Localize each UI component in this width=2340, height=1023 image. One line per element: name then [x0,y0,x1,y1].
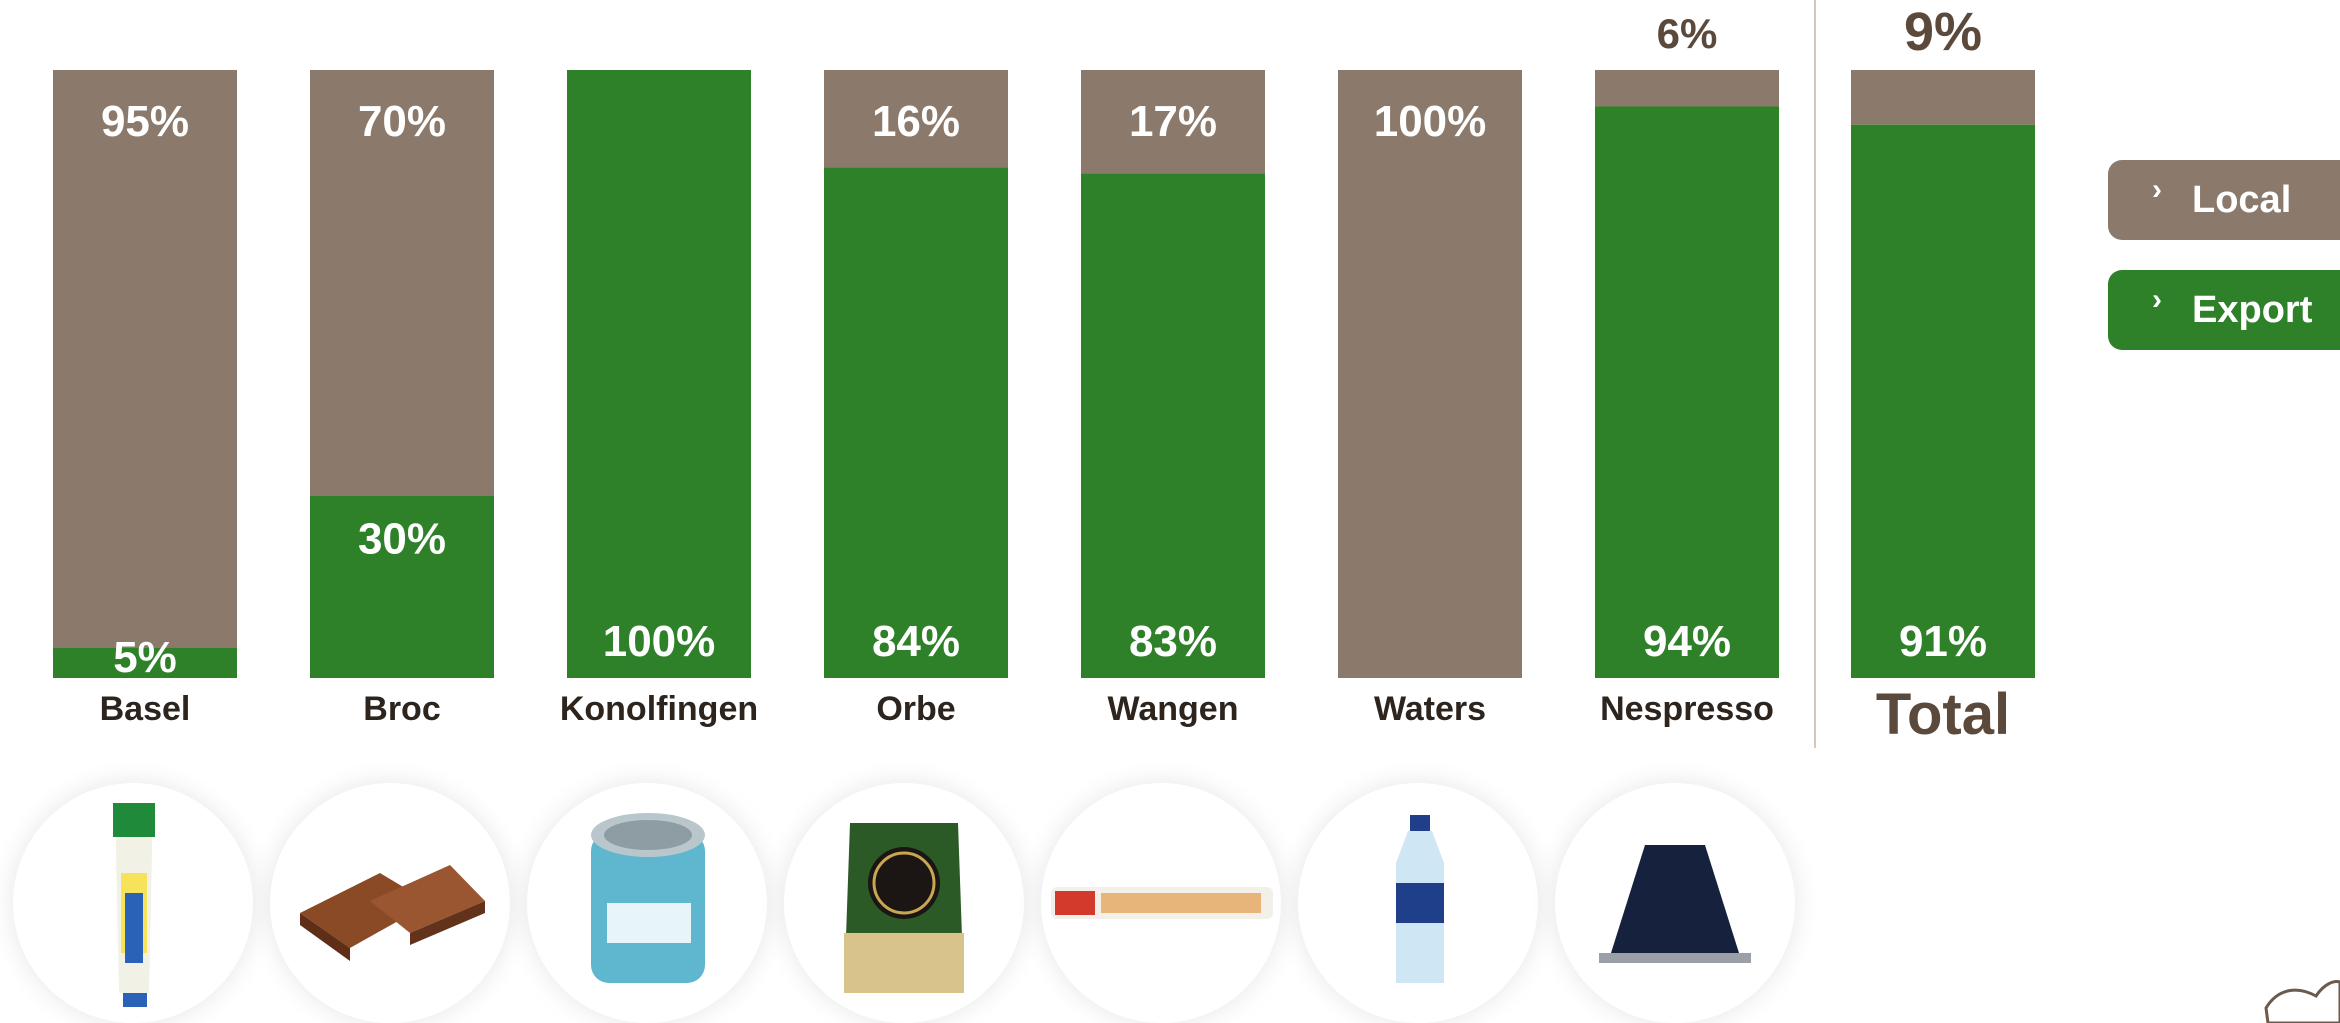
coffee-capsule-icon [1599,845,1751,963]
product-image-waters [1298,783,1538,1023]
product-image-konolfingen [527,783,767,1023]
category-label-orbe: Orbe [876,690,955,728]
category-label-wangen: Wangen [1108,690,1239,728]
chevron-right-icon: › [2152,283,2162,316]
bar-export-broc [310,495,494,678]
bar-local-wangen [1081,70,1265,174]
data-label-local-wangen: 17% [1129,97,1217,146]
bar-local-total [1851,70,2035,125]
category-label-nespresso: Nespresso [1600,690,1774,728]
bar-export-wangen [1081,173,1265,679]
data-label-local-basel: 95% [101,97,189,146]
data-label-local-nespresso: 6% [1657,10,1718,57]
bar-local-broc [310,70,494,496]
data-label-local-waters: 100% [1374,97,1487,146]
data-label-export-total: 91% [1899,617,1987,666]
data-label-export-nespresso: 94% [1643,617,1731,666]
mayo-tube-icon [113,803,155,1007]
chevron-right-icon: › [2152,173,2162,206]
product-image-basel [13,783,253,1023]
nest-logo-icon [2264,980,2340,1023]
water-bottle-icon [1396,815,1444,983]
data-label-export-wangen: 83% [1129,617,1217,666]
chocolate-icon [300,865,485,961]
bar-local-nespresso [1595,70,1779,107]
pastry-dough-icon [1051,887,1273,919]
data-label-export-orbe: 84% [872,617,960,666]
data-label-export-broc: 30% [358,515,446,564]
category-label-waters: Waters [1374,690,1486,728]
bar-export-konolfingen [567,70,751,678]
category-label-broc: Broc [363,690,440,728]
product-image-broc [270,783,510,1023]
stacked-bar-chart: 95% 5% Basel 70% 30% Broc 100% Konolfingen 16% 84… [53,0,2035,748]
data-label-local-orbe: 16% [872,97,960,146]
bar-export-nespresso [1595,106,1779,679]
product-image-wangen [1041,783,1281,1023]
data-label-local-broc: 70% [358,97,446,146]
product-image-nespresso [1555,783,1795,1023]
product-image-orbe [784,783,1024,1023]
bar-local-waters [1338,70,1522,678]
data-label-local-total: 9% [1904,2,1982,62]
legend-export-label: Export [2192,288,2313,331]
bar-export-basel [53,647,237,678]
category-label-total: Total [1876,682,2010,747]
bar-local-orbe [824,70,1008,168]
data-label-export-basel: 5% [113,633,177,682]
bar-export-orbe [824,167,1008,678]
category-label-basel: Basel [100,690,191,728]
coffee-pouch-icon [844,823,964,993]
milk-powder-tin-icon [591,813,705,983]
legend-export[interactable]: › Export [2108,270,2340,350]
bar-local-basel [53,70,237,648]
category-label-konolfingen: Konolfingen [560,690,758,728]
legend-local-label: Local [2192,178,2292,221]
data-label-export-konolfingen: 100% [603,617,716,666]
legend-local[interactable]: › Local [2108,160,2340,240]
bar-export-total [1851,124,2035,679]
